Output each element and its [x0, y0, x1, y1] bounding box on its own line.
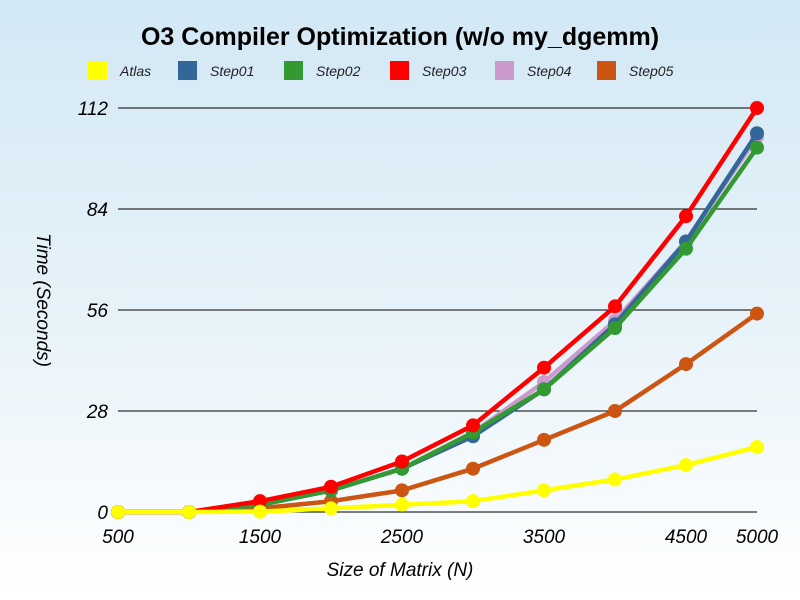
data-point-step03: [608, 299, 622, 314]
x-tick-label: 4500: [665, 527, 708, 548]
x-tick-label: 3500: [523, 527, 566, 548]
y-axis-ticks: 0 28 56 84 112: [78, 99, 109, 524]
data-point-atlas: [324, 501, 338, 516]
data-point-step05: [608, 404, 622, 418]
x-tick-label: 500: [102, 527, 134, 548]
y-axis-title: Time (Seconds): [32, 233, 53, 367]
data-point-step02: [608, 321, 622, 336]
data-point-atlas: [750, 440, 764, 455]
legend-swatch-step03: [390, 61, 409, 80]
y-tick-label: 0: [97, 503, 108, 524]
data-point-step03: [466, 418, 480, 433]
data-point-step03: [537, 360, 551, 375]
data-point-atlas: [466, 494, 480, 509]
data-point-atlas: [608, 472, 622, 487]
chart-title: O3 Compiler Optimization (w/o my_dgemm): [141, 23, 659, 51]
x-axis-title: Size of Matrix (N): [327, 560, 474, 581]
series-line-atlas: [118, 444, 758, 515]
series-step01: [111, 126, 764, 519]
data-point-step05: [750, 306, 764, 321]
legend-label-step04: Step04: [527, 63, 572, 79]
legend-label-step05: Step05: [629, 63, 674, 79]
series-line-step04: [118, 135, 759, 515]
y-tick-label: 28: [86, 402, 109, 423]
legend-swatch-step04: [495, 61, 514, 80]
series-atlas: [111, 440, 764, 519]
gridlines: [118, 107, 757, 513]
legend-swatch-step02: [284, 61, 303, 80]
legend-swatch-step05: [597, 61, 616, 80]
x-tick-label: 2500: [380, 527, 424, 548]
data-point-atlas: [182, 505, 196, 519]
series-line-step03: [118, 106, 759, 515]
legend-swatch-step01: [178, 61, 197, 80]
series-line-step05: [118, 311, 759, 515]
data-point-step05: [537, 432, 551, 447]
data-point-atlas: [679, 458, 693, 473]
data-point-step05: [466, 461, 480, 476]
legend-label-step02: Step02: [316, 63, 361, 79]
data-point-step03: [253, 494, 267, 509]
data-point-step02: [750, 140, 764, 155]
y-tick-label: 56: [87, 301, 109, 322]
legend: Atlas Step01 Step02 Step03 Step04 Step05: [88, 61, 674, 80]
series-step04: [111, 129, 764, 519]
x-axis-ticks: 500 1500 2500 3500 4500 5000: [102, 527, 778, 548]
data-point-step03: [750, 101, 764, 115]
data-point-step02: [679, 241, 693, 256]
data-point-step05: [395, 483, 409, 498]
legend-label-atlas: Atlas: [119, 63, 151, 79]
data-point-atlas: [253, 504, 267, 519]
data-point-atlas: [537, 483, 551, 498]
data-point-step05: [679, 357, 693, 372]
x-tick-label: 5000: [736, 527, 779, 548]
series-line-step01: [118, 132, 759, 515]
y-tick-label: 84: [87, 200, 108, 221]
data-point-step01: [750, 126, 764, 141]
data-point-step03: [395, 454, 409, 469]
data-point-step03: [679, 209, 693, 224]
legend-label-step01: Step01: [210, 63, 254, 79]
series-step05: [111, 306, 764, 519]
series-line-step02: [118, 146, 759, 515]
y-tick-label: 112: [78, 99, 109, 120]
legend-swatch-atlas: [88, 61, 107, 80]
data-point-atlas: [111, 505, 125, 519]
data-point-step02: [537, 382, 551, 397]
data-point-step03: [324, 479, 338, 494]
legend-label-step03: Step03: [422, 63, 467, 79]
x-tick-label: 1500: [239, 527, 282, 548]
data-point-atlas: [395, 497, 409, 512]
series-layer: [111, 101, 764, 519]
series-step02: [111, 140, 764, 519]
